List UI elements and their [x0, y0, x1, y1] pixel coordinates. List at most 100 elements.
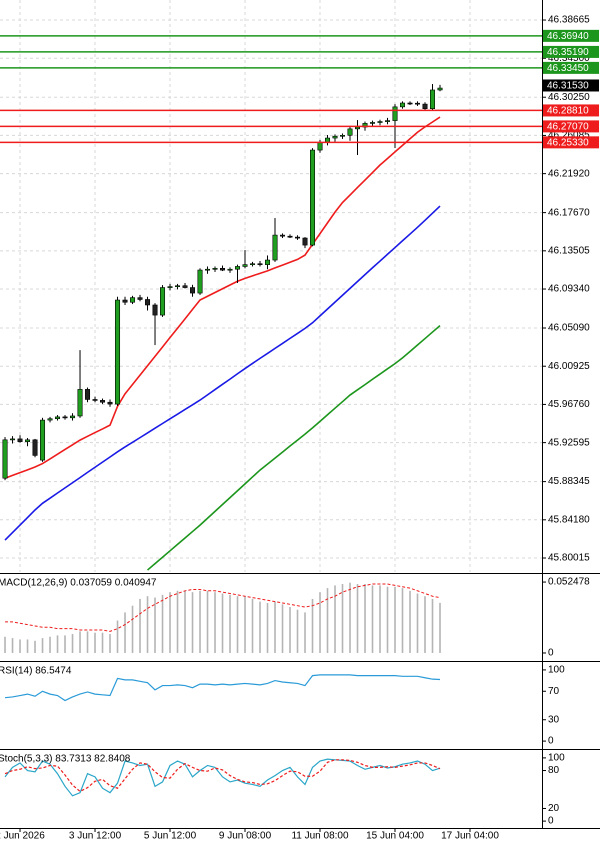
level-label-box — [543, 45, 599, 58]
y-tick-label: 45.84180 — [548, 514, 590, 525]
macd-bar — [199, 590, 201, 653]
candle-body — [212, 267, 218, 270]
candle-body — [377, 121, 383, 123]
macd-bar — [296, 609, 299, 653]
y-tick-label: 0.052478 — [548, 577, 590, 588]
candle-body — [70, 415, 76, 419]
macd-bar — [191, 592, 194, 653]
macd-bar — [101, 632, 104, 653]
y-tick-label: 20 — [548, 803, 560, 814]
macd-bar — [266, 602, 269, 653]
macd-bar — [71, 634, 74, 653]
candle-body — [115, 299, 121, 405]
candle-body — [2, 439, 8, 479]
indicator-line — [4, 674, 441, 702]
macd-bar — [146, 596, 149, 653]
macd-bar — [424, 596, 426, 653]
macd-bar — [4, 636, 6, 653]
macd-bar — [341, 584, 344, 653]
candle-body — [317, 142, 323, 151]
macd-bar — [154, 597, 156, 653]
level-label-box — [543, 104, 599, 117]
level-label: 46.33450 — [547, 63, 589, 74]
candle-body — [47, 418, 53, 421]
candle-body — [122, 299, 128, 303]
indicator-line — [4, 758, 441, 797]
candle-body — [227, 268, 233, 271]
macd-bar — [319, 592, 321, 653]
y-tick-label: 80 — [548, 765, 560, 776]
x-tick-label: 9 Jun 08:00 — [219, 831, 272, 842]
y-tick-label: 45.96760 — [548, 399, 590, 410]
macd-bar — [394, 586, 396, 653]
candle-body — [152, 304, 158, 316]
candle-body — [242, 264, 248, 267]
candle-body — [62, 416, 68, 419]
x-tick-label: 2 Jun 2026 — [0, 831, 45, 842]
macd-bar — [56, 635, 59, 653]
macd-bar — [49, 636, 51, 653]
macd-bar — [109, 634, 111, 653]
macd-bar — [79, 631, 81, 653]
macd-bar — [169, 592, 171, 653]
level-label: 46.28810 — [547, 106, 589, 117]
moving-average — [4, 205, 441, 541]
last-price-box — [543, 79, 599, 92]
level-label: 46.35190 — [547, 47, 589, 58]
moving-average — [4, 116, 441, 480]
candle-body — [422, 103, 428, 109]
candle-body — [182, 285, 188, 288]
macd-bar — [401, 588, 404, 653]
y-tick-label: 45.80015 — [548, 553, 590, 564]
x-tick-label: 3 Jun 12:00 — [69, 831, 122, 842]
candle-body — [137, 297, 143, 300]
macd-bar — [116, 620, 119, 653]
macd-bar — [356, 584, 359, 653]
macd-bar — [409, 590, 411, 653]
macd-bar — [386, 586, 389, 653]
y-tick-label: 30 — [548, 714, 560, 725]
candle-body — [302, 237, 308, 246]
candle-body — [392, 106, 398, 121]
candle-body — [167, 286, 173, 288]
macd-bar — [304, 612, 306, 653]
indicator-line — [4, 759, 441, 793]
macd-bar — [176, 590, 179, 653]
x-tick-label: 5 Jun 12:00 — [144, 831, 197, 842]
macd-bar — [281, 604, 284, 653]
macd-bar — [229, 594, 231, 653]
y-tick-label: 46.34500 — [548, 53, 590, 64]
y-tick-label: 46.13505 — [548, 245, 590, 256]
candle-body — [407, 102, 413, 105]
candle-body — [175, 285, 181, 288]
x-tick-label: 11 Jun 08:00 — [291, 831, 349, 842]
macd-bar — [34, 640, 36, 653]
y-tick-label: 100 — [548, 753, 565, 764]
macd-bar — [311, 598, 314, 653]
y-tick-label: 46.05090 — [548, 323, 590, 334]
candle-body — [400, 102, 406, 108]
macd-bar — [326, 588, 329, 653]
candle-body — [10, 438, 16, 441]
macd-bar — [86, 631, 89, 653]
macd-bar — [131, 605, 134, 653]
candle-body — [197, 269, 203, 294]
candle-body — [347, 128, 353, 136]
candle-body — [92, 399, 98, 401]
macd-bar — [334, 585, 336, 653]
candle-body — [295, 236, 301, 239]
candle-body — [17, 438, 23, 442]
candle-body — [250, 263, 256, 266]
candle-body — [355, 126, 361, 130]
panel-title: Stoch(5,3,3) 83.7313 82.8408 — [0, 754, 131, 765]
macd-bar — [431, 598, 434, 653]
level-label-box — [543, 136, 599, 149]
macd-bar — [11, 638, 14, 653]
macd-bar — [251, 598, 254, 653]
macd-bar — [274, 601, 276, 653]
candle-body — [430, 89, 436, 109]
candle-body — [257, 263, 263, 266]
macd-bar — [26, 639, 29, 653]
macd-bar — [206, 590, 209, 653]
